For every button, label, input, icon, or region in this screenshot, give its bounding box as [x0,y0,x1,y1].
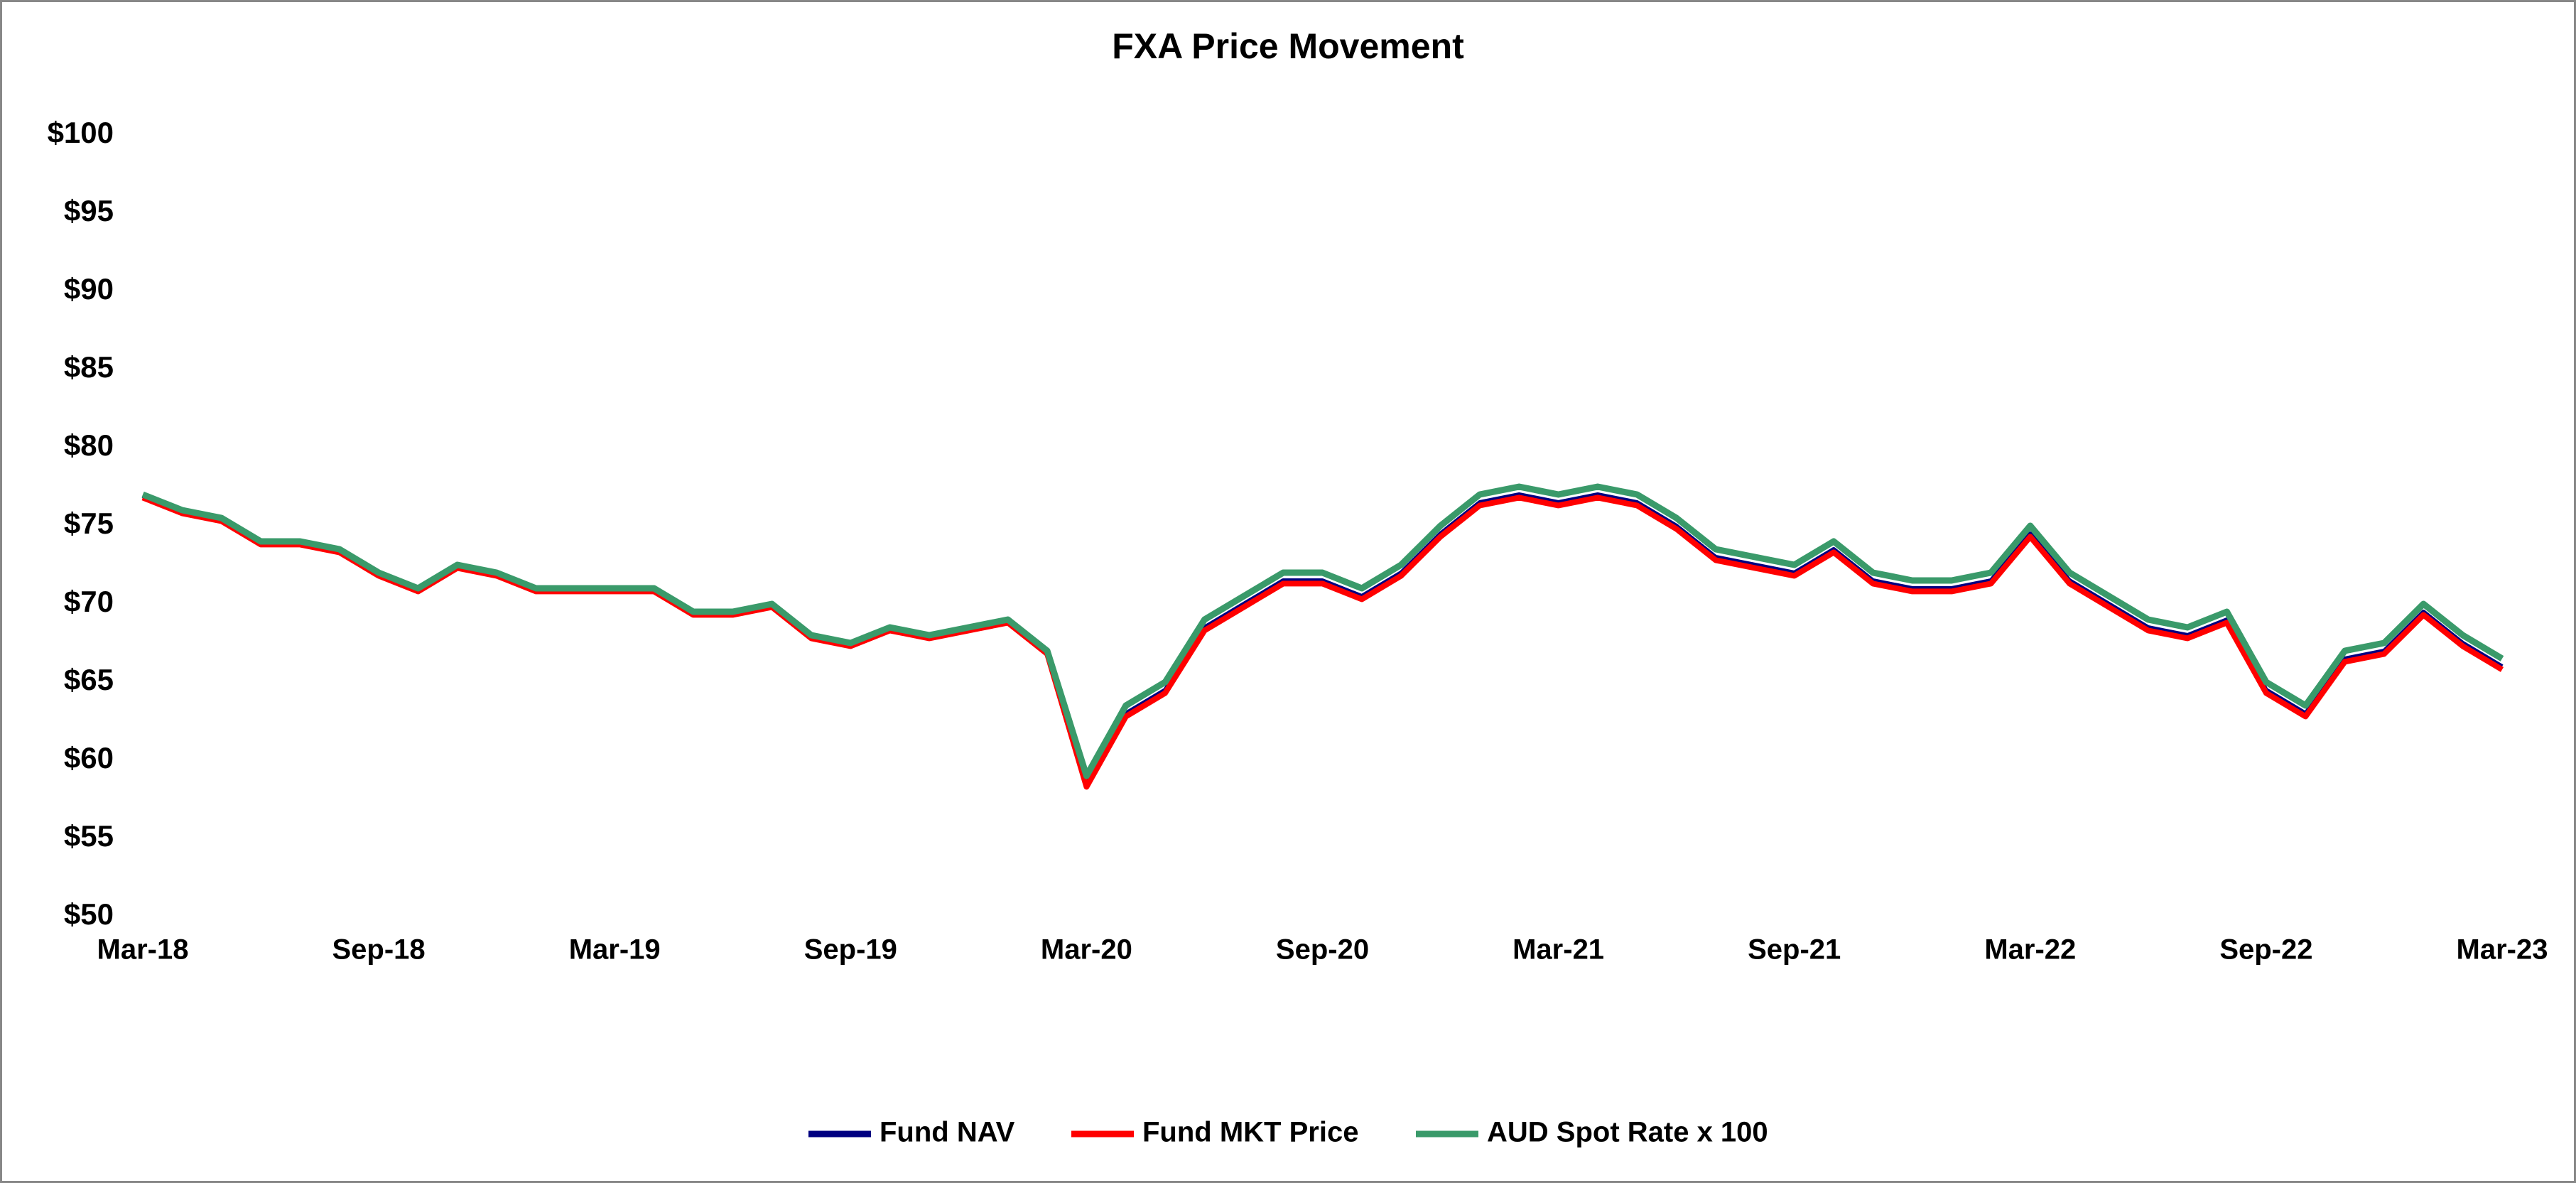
y-tick-label: $70 [64,585,114,618]
legend-label: Fund NAV [880,1117,1015,1148]
y-tick-label: $60 [64,741,114,774]
x-tick-label: Mar-21 [1512,934,1604,966]
y-tick-label: $75 [64,507,114,540]
x-tick-label: Mar-19 [569,934,661,966]
x-tick-label: Mar-18 [97,934,189,966]
y-tick-label: $65 [64,663,114,696]
y-tick-label: $55 [64,819,114,853]
y-tick-label: $85 [64,350,114,384]
x-tick-label: Mar-23 [2457,934,2548,966]
x-tick-label: Sep-22 [2219,934,2312,966]
legend-label: AUD Spot Rate x 100 [1487,1117,1768,1148]
y-tick-label: $50 [64,897,114,931]
y-tick-label: $95 [64,194,114,227]
y-tick-label: $100 [48,116,114,149]
x-tick-label: Mar-22 [1984,934,2076,966]
x-tick-label: Sep-19 [804,934,897,966]
y-tick-label: $90 [64,272,114,306]
legend-label: Fund MKT Price [1142,1117,1358,1148]
x-tick-label: Mar-20 [1041,934,1132,966]
line-series [141,483,2504,779]
x-tick-label: Sep-18 [332,934,426,966]
y-tick-label: $80 [64,428,114,462]
chart-title: FXA Price Movement [1112,26,1464,66]
x-tick-label: Sep-21 [1748,934,1841,966]
x-tick-label: Sep-20 [1276,934,1369,966]
